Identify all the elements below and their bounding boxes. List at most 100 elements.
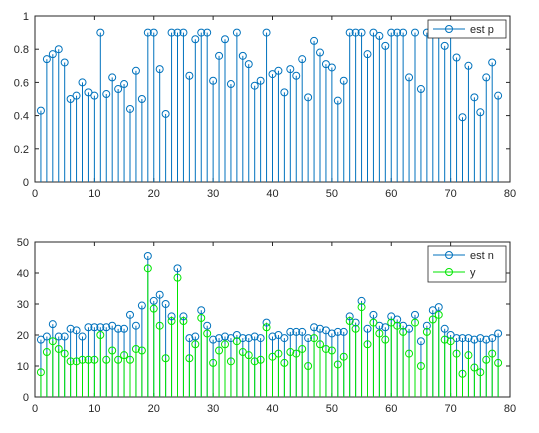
legend-label: est n [470,250,494,262]
stem-marker [90,91,99,100]
stem-marker [250,357,259,366]
stem-marker [120,80,129,89]
stem-marker [72,326,81,335]
stem-marker [458,113,467,122]
stem-marker [357,296,366,305]
stem-marker [221,35,229,44]
stem-marker [268,332,277,341]
stem-marker [310,334,319,343]
stem-marker [399,28,408,37]
stem-marker [131,66,140,75]
x-tick-label: 60 [385,403,397,415]
y-tick-label: 10 [17,361,29,373]
stem-marker [84,355,93,364]
stem-marker [232,337,241,346]
stem-marker [66,324,75,333]
stem-marker [363,324,372,333]
stem-marker [286,348,295,357]
stem-marker [191,332,200,341]
x-tick-label: 20 [148,403,160,415]
stem-marker [42,348,51,357]
x-tick-label: 0 [32,403,38,415]
stem-marker [405,73,414,82]
stem-marker [143,251,152,260]
y-tick-label: 0 [23,177,29,189]
stem-marker [316,48,324,57]
stem-marker [250,332,259,341]
stem-marker [54,45,63,54]
stem-marker [137,95,146,103]
stem-marker [464,351,473,360]
legend: est n y [427,245,507,283]
stem-marker [280,334,289,343]
stem-marker [114,85,123,94]
stem-marker [476,368,485,377]
stem-marker [416,362,425,370]
x-tick-label: 30 [207,403,219,415]
top-stem-plot: 0 10 20 30 40 50 60 70 80 0 0.2 0.4 0.6 0.8 1 est p [14,11,516,200]
stem-marker [488,58,497,67]
y-tick-label: 30 [17,299,29,311]
stem-marker [137,346,146,355]
stem-marker [90,323,99,332]
stem-marker [203,321,212,330]
stem-marker [327,329,336,338]
stem-marker [155,65,164,74]
stem-marker [494,329,503,338]
stem-marker [60,349,69,358]
stem-marker [96,28,105,37]
stem-marker [274,66,283,75]
y-tick-label: 0.2 [14,144,29,156]
y-tick-label: 20 [17,330,29,342]
stem-marker [256,334,265,343]
stem-marker [244,351,253,360]
stem-marker [232,28,241,37]
stem-marker [60,58,69,67]
series-y [36,264,503,397]
stem-marker [357,303,366,312]
stem-marker [339,76,348,85]
stem-marker [185,71,194,80]
stem-marker [215,346,224,355]
stem-marker [381,335,390,344]
stem-marker [173,264,182,273]
stem-marker [197,313,206,322]
stem-marker [60,332,69,341]
stem-marker [292,327,301,336]
stem-marker [304,334,313,343]
x-tick-label: 80 [504,188,516,200]
stem-marker [161,354,170,363]
stem-marker [84,88,93,97]
stem-marker [72,357,81,366]
stem-marker [411,310,419,319]
y-tick-label: 0 [23,392,29,404]
stem-marker [108,73,117,82]
stem-marker [440,335,449,344]
stem-marker [345,317,354,326]
stem-marker [197,28,206,37]
y-tick-label: 50 [17,237,29,249]
stem-marker [422,321,431,330]
stem-marker [470,93,479,102]
stem-marker [440,41,449,50]
stem-marker [440,324,449,333]
stem-marker [345,28,354,37]
stem-marker [126,355,134,364]
stem-marker [268,70,277,79]
stem-marker [381,323,390,332]
stem-marker [262,323,271,332]
y-tick-label: 0.6 [14,77,29,89]
x-tick-label: 40 [266,188,278,200]
stem-marker [179,28,188,37]
stem-marker [476,108,485,117]
stem-marker [114,324,123,333]
stem-marker [226,357,235,366]
stem-marker [120,351,129,360]
stem-marker [36,106,45,115]
x-tick-label: 70 [445,403,457,415]
stem-marker [476,334,485,343]
stem-marker [274,349,283,358]
stem-marker [310,36,319,45]
stem-marker [339,352,348,361]
stem-marker [452,349,461,358]
